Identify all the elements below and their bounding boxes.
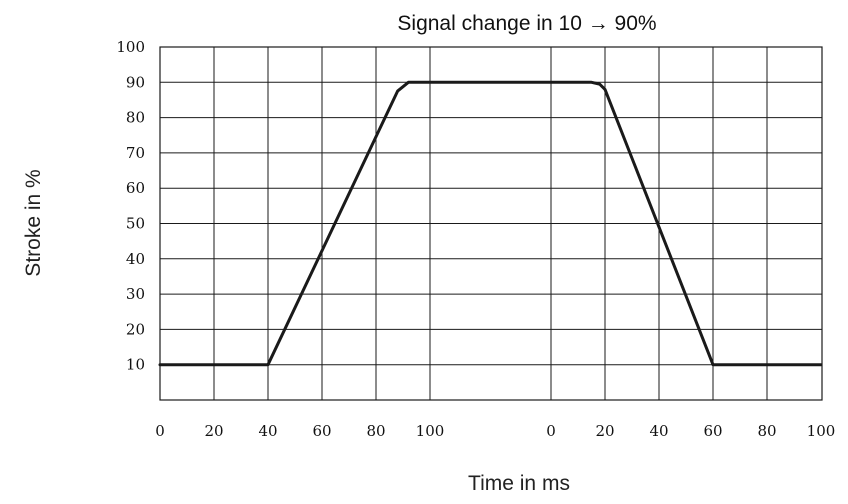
- y-tick-label: 80: [126, 109, 145, 127]
- x-tick-label: 60: [312, 422, 331, 440]
- x-tick-label: 100: [807, 422, 836, 440]
- series-line: [158, 80, 823, 367]
- x-tick-label: 20: [595, 422, 614, 440]
- y-tick-label: 40: [126, 250, 145, 268]
- x-tick-label: 0: [155, 422, 165, 440]
- y-tick-label: 60: [126, 179, 145, 197]
- y-tick-label: 70: [126, 144, 145, 162]
- x-tick-labels: 0 20 40 60 80 100 0 20 40 60 80 100: [155, 422, 835, 440]
- x-tick-label: 40: [258, 422, 277, 440]
- plot-frame: [159, 46, 823, 401]
- y-tick-label: 50: [126, 215, 145, 233]
- y-tick-label: 10: [126, 356, 145, 374]
- x-tick-label: 60: [703, 422, 722, 440]
- gridlines: [160, 47, 822, 400]
- y-axis-label: Stroke in %: [22, 169, 45, 276]
- x-tick-label: 80: [366, 422, 385, 440]
- y-tick-label: 90: [126, 73, 145, 91]
- y-tick-label: 20: [126, 320, 145, 338]
- y-tick-label: 30: [126, 285, 145, 303]
- x-tick-label: 20: [204, 422, 223, 440]
- chart-title: Signal change in 10 → 90%: [397, 12, 656, 35]
- x-tick-label: 0: [546, 422, 556, 440]
- x-axis-label: Time in ms: [468, 472, 570, 495]
- x-tick-label: 80: [757, 422, 776, 440]
- y-tick-labels: 100 90 80 70 60 50 40 30 20 10: [116, 38, 145, 374]
- y-tick-label: 100: [116, 38, 145, 56]
- series-group: [158, 80, 823, 367]
- x-tick-label: 100: [416, 422, 445, 440]
- x-tick-label: 40: [649, 422, 668, 440]
